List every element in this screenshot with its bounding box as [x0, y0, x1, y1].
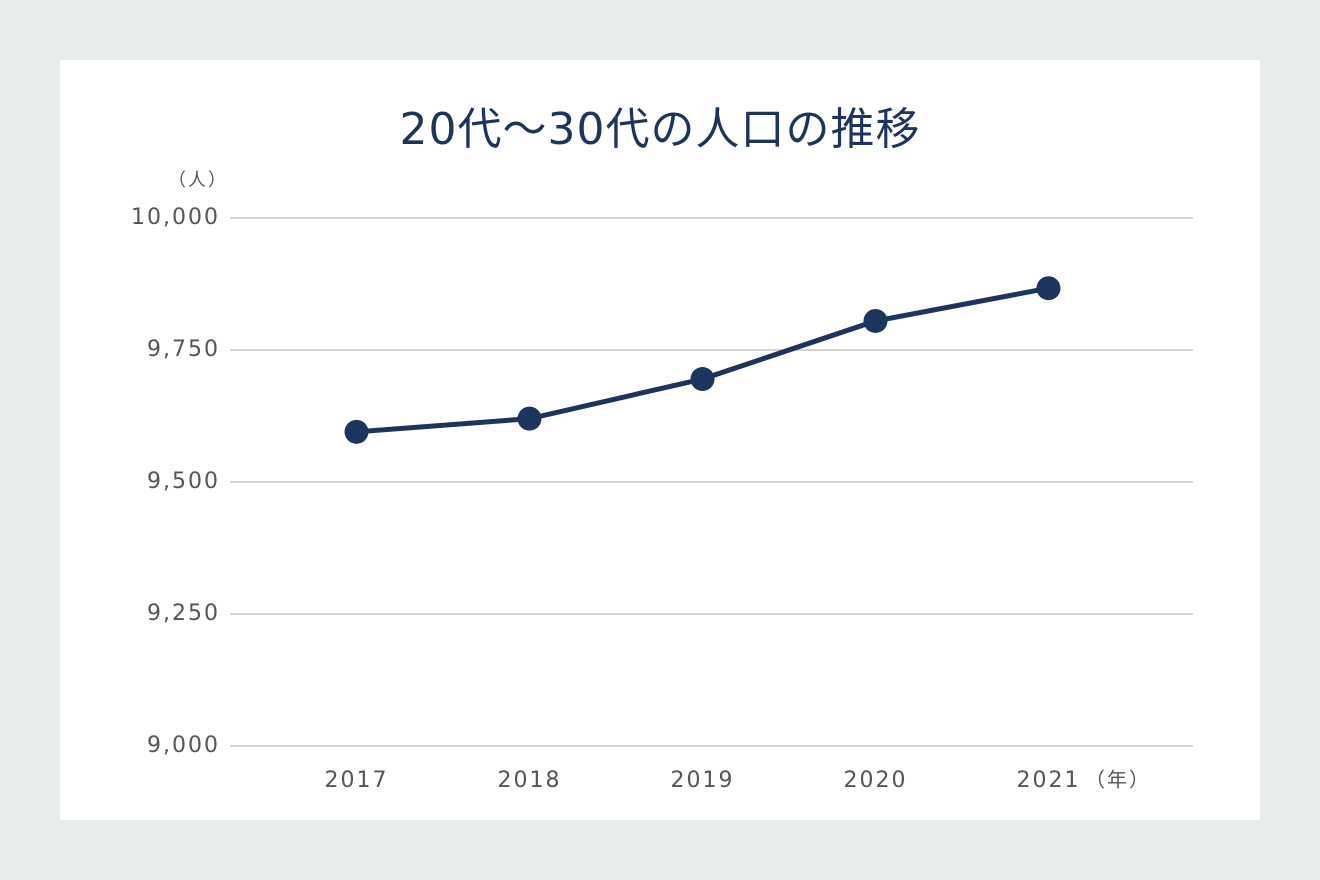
data-point [517, 406, 542, 431]
x-tick-label: 2021 [1017, 768, 1081, 793]
y-tick-label: 9,500 [147, 469, 220, 494]
x-tick-label: 2020 [844, 768, 908, 793]
y-tick-label: 9,750 [147, 337, 220, 362]
y-tick-label: 9,250 [147, 601, 220, 626]
x-axis-label: （年） [1085, 768, 1151, 792]
data-point [690, 367, 715, 392]
y-tick-label: 10,000 [131, 205, 220, 230]
x-tick-label: 2019 [671, 768, 735, 793]
data-point [863, 308, 888, 333]
card [60, 60, 1260, 820]
data-point [1036, 276, 1061, 301]
y-tick-label: 9,000 [147, 733, 220, 758]
y-axis-label: （人） [168, 170, 228, 191]
x-tick-label: 2018 [498, 768, 562, 793]
x-tick-label: 2017 [325, 768, 389, 793]
chart-title: 20代～30代の人口の推移 [400, 104, 921, 155]
data-point [344, 419, 369, 444]
